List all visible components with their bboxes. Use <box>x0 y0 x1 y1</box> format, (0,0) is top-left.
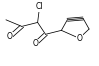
Text: Cl: Cl <box>36 2 43 11</box>
Text: O: O <box>7 32 13 41</box>
Text: O: O <box>76 34 82 43</box>
Text: O: O <box>33 39 39 48</box>
